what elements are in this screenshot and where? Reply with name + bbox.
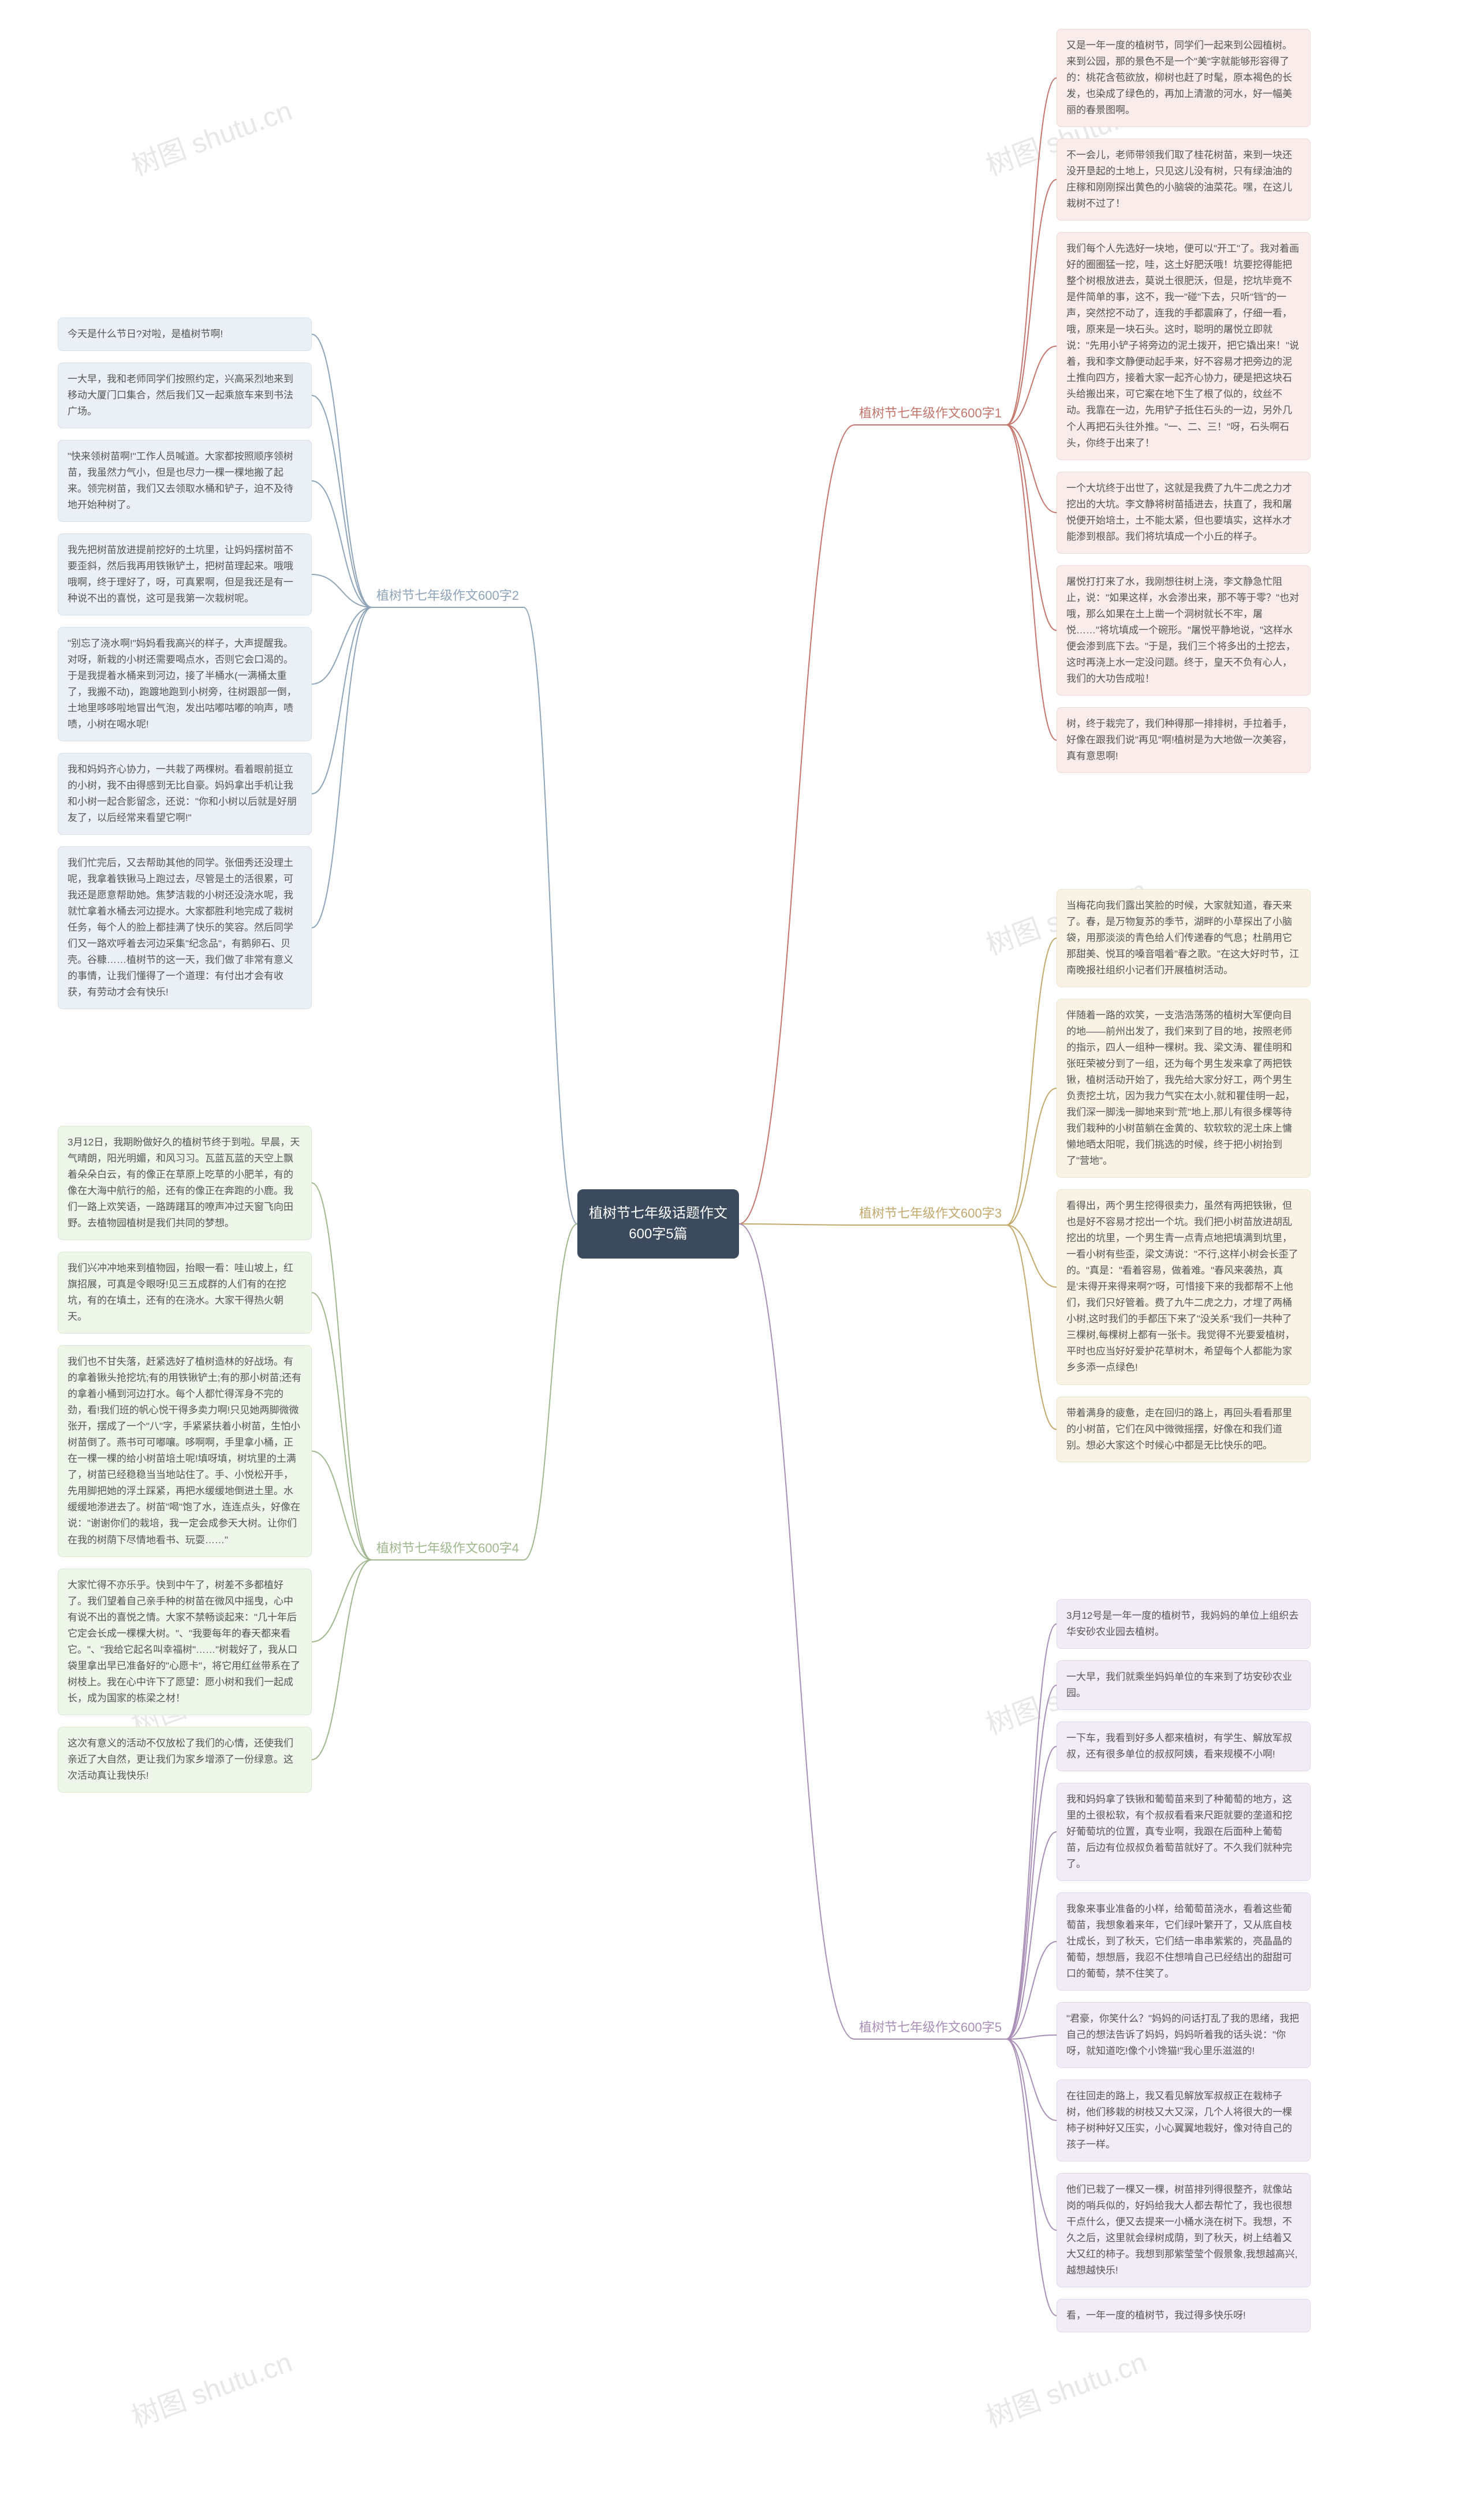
watermark: 树图 shutu.cn [125, 2339, 297, 2435]
branch-label-1[interactable]: 植树节七年级作文600字1 [854, 401, 1006, 424]
leaf-node[interactable]: 3月12日，我期盼做好久的植树节终于到啦。早晨，天气晴朗，阳光明媚，和风习习。瓦… [58, 1126, 312, 1240]
leaf-node[interactable]: "快来领树苗啊!"工作人员喊道。大家都按照顺序领树苗，我虽然力气小，但是也尽力一… [58, 440, 312, 522]
leaf-node[interactable]: 又是一年一度的植树节，同学们一起来到公园植树。来到公园，那的景色不是一个"美"字… [1057, 29, 1311, 127]
leaf-node[interactable]: "别忘了浇水啊!"妈妈看我高兴的样子，大声提醒我。对呀，新栽的小树还需要喝点水，… [58, 627, 312, 741]
leaf-node[interactable]: "君豪，你笑什么？"妈妈的问话打乱了我的思绪，我把自己的想法告诉了妈妈，妈妈听着… [1057, 2002, 1311, 2068]
leaf-node[interactable]: 他们已栽了一棵又一棵，树苗排列得很整齐，就像站岗的哨兵似的，好妈给我大人都去帮忙… [1057, 2173, 1311, 2287]
watermark: 树图 shutu.cn [980, 2339, 1151, 2435]
leaf-node[interactable]: 在往回走的路上，我又看见解放军叔叔正在栽柿子树，他们移栽的树枝又大又深，几个人将… [1057, 2080, 1311, 2161]
root-node[interactable]: 植树节七年级话题作文600字5篇 [577, 1189, 739, 1259]
branch-label-2[interactable]: 植树节七年级作文600字2 [372, 583, 524, 606]
watermark: 树图 shutu.cn [125, 88, 297, 183]
leaf-node[interactable]: 我们忙完后，又去帮助其他的同学。张佃秀还没理土呢，我拿着铁锹马上跑过去，尽管是土… [58, 846, 312, 1009]
leaf-node[interactable]: 树，终于栽完了，我们种得那一排排树，手拉着手，好像在跟我们说"再见"啊!植树是为… [1057, 707, 1311, 773]
leaf-node[interactable]: 一大早，我们就乘坐妈妈单位的车来到了坊安砂农业园。 [1057, 1660, 1311, 1710]
branch-label-4[interactable]: 植树节七年级作文600字4 [372, 1536, 524, 1559]
leaf-node[interactable]: 这次有意义的活动不仅放松了我们的心情，还使我们亲近了大自然，更让我们为家乡增添了… [58, 1727, 312, 1793]
leaf-node[interactable]: 屠悦打打来了水，我刚想往树上浇，李文静急忙阻止，说："如果这样，水会渗出来，那不… [1057, 565, 1311, 696]
leaf-node[interactable]: 我象来事业准备的小样，给葡萄苗浇水，看着这些葡萄苗，我想象着来年，它们绿叶繁开了… [1057, 1892, 1311, 1991]
branch-label-3[interactable]: 植树节七年级作文600字3 [854, 1201, 1006, 1224]
leaf-node[interactable]: 一下车，我看到好多人都来植树，有学生、解放军叔叔，还有很多单位的叔叔阿姨，看来规… [1057, 1722, 1311, 1771]
leaf-node[interactable]: 伴随着一路的欢笑，一支浩浩荡荡的植树大军便向目的地——前州出发了，我们来到了目的… [1057, 999, 1311, 1178]
leaf-node[interactable]: 看得出，两个男生挖得很卖力，虽然有两把铁锹，但也是好不容易才挖出一个坑。我们把小… [1057, 1189, 1311, 1385]
leaf-node[interactable]: 我们每个人先选好一块地，便可以"开工"了。我对着画好的圈圈猛一挖，哇，这土好肥沃… [1057, 232, 1311, 460]
leaf-node[interactable]: 当梅花向我们露出笑脸的时候，大家就知道，春天来了。春，是万物复苏的季节，湖畔的小… [1057, 889, 1311, 987]
leaf-node[interactable]: 3月12号是一年一度的植树节，我妈妈的单位上组织去华安砂农业园去植树。 [1057, 1599, 1311, 1649]
leaf-node[interactable]: 我们也不甘失落，赶紧选好了植树造林的好战场。有的拿着锹头抢挖坑;有的用铁锹铲土;… [58, 1345, 312, 1557]
leaf-node[interactable]: 看，一年一度的植树节，我过得多快乐呀! [1057, 2299, 1311, 2332]
leaf-node[interactable]: 我和妈妈拿了铁锹和葡萄苗来到了种葡萄的地方，这里的土很松软，有个叔叔看看来尺距就… [1057, 1783, 1311, 1881]
leaf-node[interactable]: 一大早，我和老师同学们按照约定，兴高采烈地来到移动大厦门口集合，然后我们又一起乘… [58, 363, 312, 428]
leaf-node[interactable]: 带着满身的疲惫，走在回归的路上，再回头看看那里的小树苗，它们在风中微微摇摆，好像… [1057, 1397, 1311, 1462]
leaf-node[interactable]: 不一会儿，老师带领我们取了桂花树苗，来到一块还没开垦起的土地上，只见这儿没有树，… [1057, 139, 1311, 221]
leaf-node[interactable]: 今天是什么节日?对啦，是植树节啊! [58, 318, 312, 351]
leaf-node[interactable]: 大家忙得不亦乐乎。快到中午了，树差不多都植好了。我们望着自己亲手种的树苗在微风中… [58, 1569, 312, 1715]
leaf-node[interactable]: 我先把树苗放进提前挖好的土坑里，让妈妈摆树苗不要歪斜，然后我再用铁锹铲土，把树苗… [58, 533, 312, 615]
branch-label-5[interactable]: 植树节七年级作文600字5 [854, 2015, 1006, 2038]
leaf-node[interactable]: 我们兴冲冲地来到植物园，抬眼一看：哇山坡上，红旗招展，可真是令眼呀!见三五成群的… [58, 1252, 312, 1334]
leaf-node[interactable]: 我和妈妈齐心协力，一共栽了两棵树。看着眼前挺立的小树，我不由得感到无比自豪。妈妈… [58, 753, 312, 835]
leaf-node[interactable]: 一个大坑终于出世了，这就是我费了九牛二虎之力才挖出的大坑。李文静将树苗插进去，扶… [1057, 472, 1311, 554]
